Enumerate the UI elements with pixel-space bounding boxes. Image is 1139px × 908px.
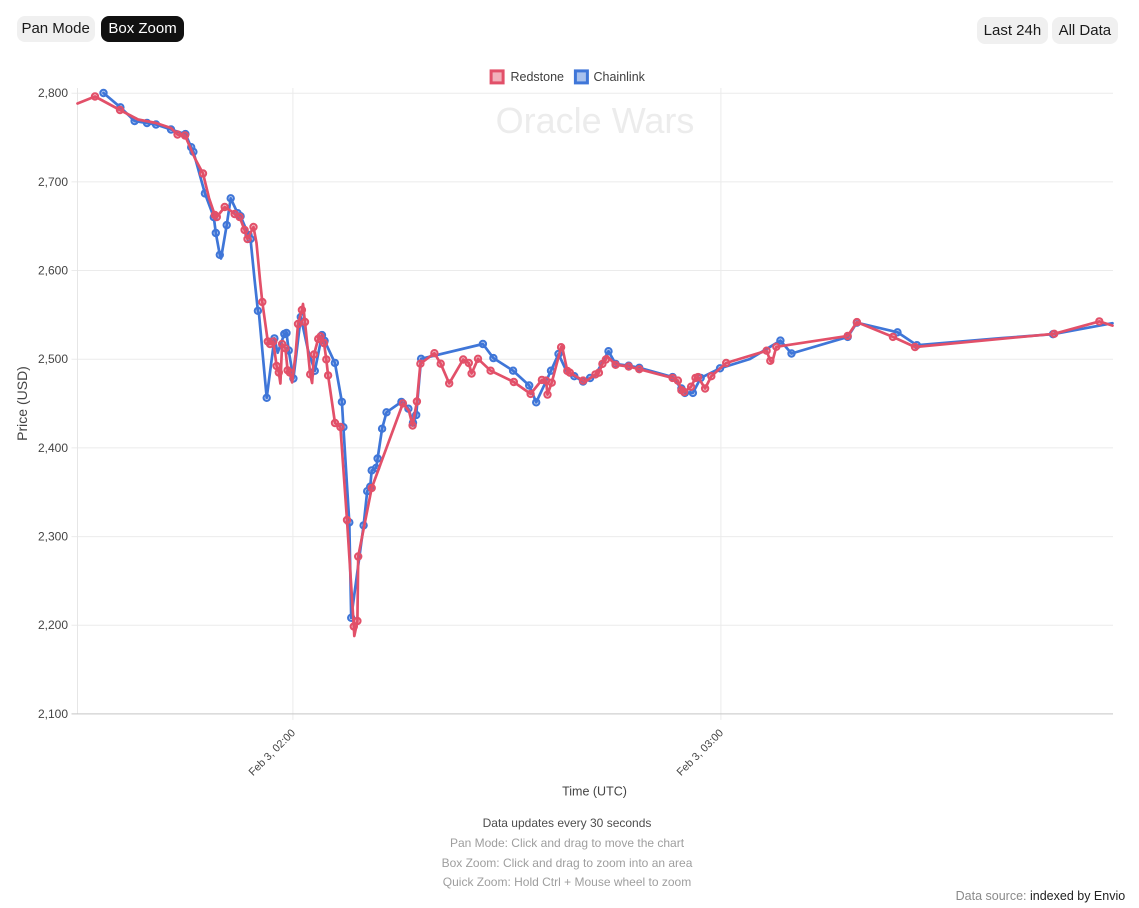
svg-text:Chainlink: Chainlink xyxy=(594,70,646,84)
svg-text:2,200: 2,200 xyxy=(38,618,68,632)
svg-text:Price (USD): Price (USD) xyxy=(14,366,30,441)
svg-text:2,100: 2,100 xyxy=(38,707,68,721)
svg-text:2,400: 2,400 xyxy=(38,441,68,455)
svg-text:2,700: 2,700 xyxy=(38,175,68,189)
svg-text:Oracle Wars: Oracle Wars xyxy=(496,100,695,141)
svg-text:2,600: 2,600 xyxy=(38,264,68,278)
svg-text:Feb 3, 03:00: Feb 3, 03:00 xyxy=(675,727,726,778)
svg-text:2,800: 2,800 xyxy=(38,86,68,100)
svg-text:Redstone: Redstone xyxy=(511,70,565,84)
svg-text:2,300: 2,300 xyxy=(38,530,68,544)
svg-text:Time (UTC): Time (UTC) xyxy=(562,785,627,799)
svg-text:2,500: 2,500 xyxy=(38,352,68,366)
svg-text:Feb 3, 02:00: Feb 3, 02:00 xyxy=(247,727,298,778)
